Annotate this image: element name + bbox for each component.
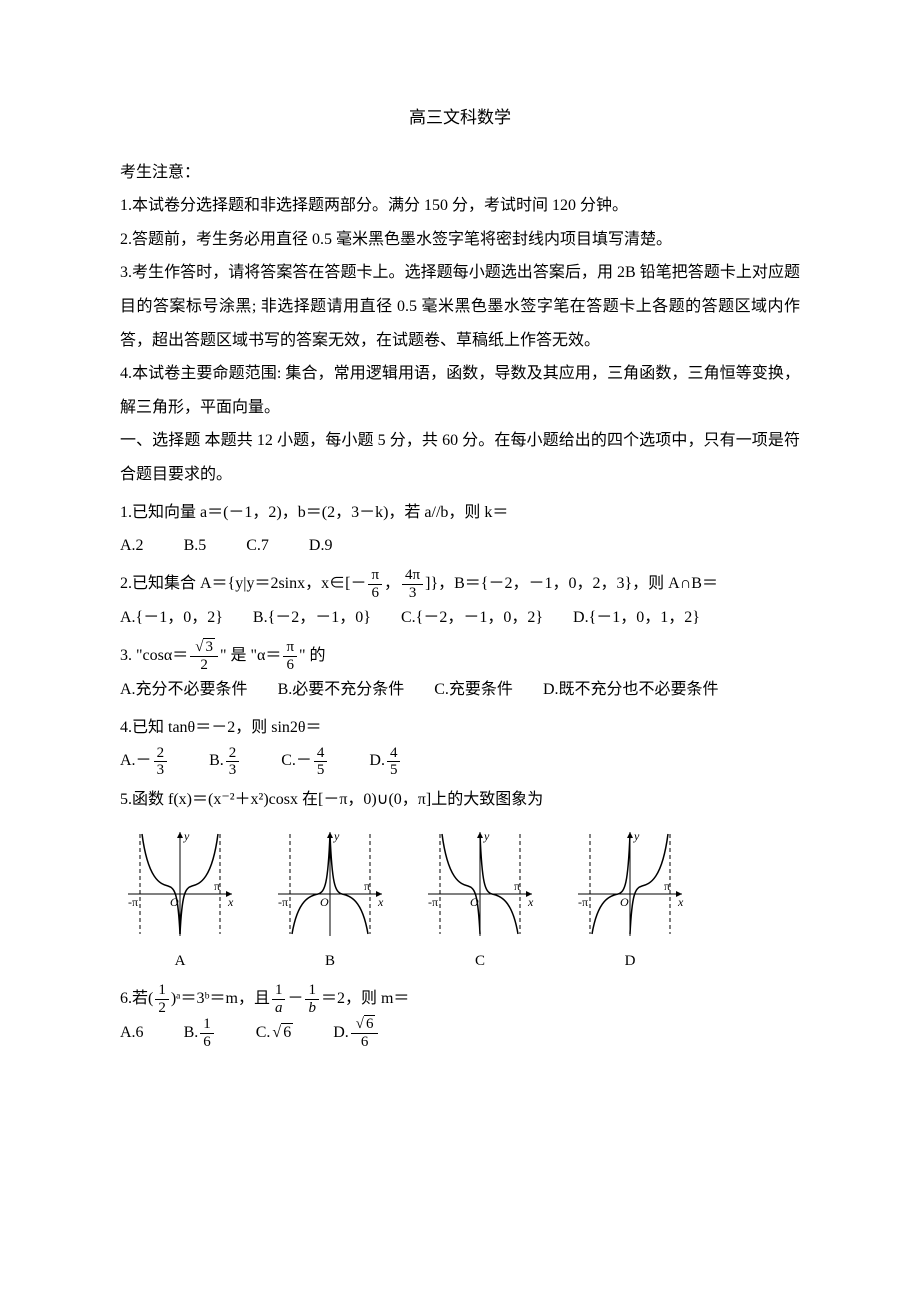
q3-opt-b: B.必要不充分条件: [278, 673, 405, 707]
svg-text:π: π: [514, 879, 520, 893]
question-3: 3. "cosα＝32" 是 "α＝π6" 的 A.充分不必要条件 B.必要不充…: [120, 639, 800, 707]
q6-opt-d: D.66: [333, 1016, 380, 1050]
origin-label: O: [170, 895, 179, 909]
q6-frac-1: 12: [155, 982, 169, 1016]
graph-d-svg: y x -π π O: [570, 824, 690, 944]
question-1: 1.已知向量 a＝(－1，2)，b＝(2，3－k)，若 a//b，则 k＝ A.…: [120, 496, 800, 563]
q6-opt-c: C.6: [256, 1016, 293, 1050]
q5-label-b: B: [270, 946, 390, 978]
axis-y-label: y: [183, 829, 190, 843]
pos-pi-label: π: [214, 879, 220, 893]
q3-options: A.充分不必要条件 B.必要不充分条件 C.充要条件 D.既不充分也不必要条件: [120, 673, 800, 707]
q5-label-c: C: [420, 946, 540, 978]
svg-text:-π: -π: [578, 895, 588, 909]
svg-text:x: x: [527, 895, 534, 909]
q6-opt-a: A.6: [120, 1016, 144, 1050]
notice-2: 2.答题前，考生务必用直径 0.5 毫米黑色墨水签字笔将密封线内项目填写清楚。: [120, 223, 800, 257]
notice-1: 1.本试卷分选择题和非选择题两部分。满分 150 分，考试时间 120 分钟。: [120, 189, 800, 223]
q1-opt-b: B.5: [184, 529, 207, 563]
q6-options: A.6 B.16 C.6 D.66: [120, 1016, 800, 1050]
graph-b-svg: y x -π π O: [270, 824, 390, 944]
notice-4: 4.本试卷主要命题范围: 集合，常用逻辑用语，函数，导数及其应用，三角函数，三角…: [120, 357, 800, 424]
neg-pi-label: -π: [128, 895, 138, 909]
q1-opt-a: A.2: [120, 529, 144, 563]
svg-text:O: O: [470, 895, 479, 909]
q6-stem: 6.若(12)ᵃ＝3ᵇ＝m，且1a－1b＝2，则 m＝: [120, 982, 800, 1016]
q5-graph-c: y x -π π O C: [420, 824, 540, 978]
graph-a-svg: y x -π π O: [120, 824, 240, 944]
q4-opt-b: B.23: [209, 744, 241, 778]
q6-opt-b: B.16: [184, 1016, 216, 1050]
question-6: 6.若(12)ᵃ＝3ᵇ＝m，且1a－1b＝2，则 m＝ A.6 B.16 C.6…: [120, 982, 800, 1051]
q6-text-4: ＝2，则 m＝: [321, 990, 409, 1007]
question-5: 5.函数 f(x)＝(x⁻²＋x²)cosx 在[－π，0)∪(0，π]上的大致…: [120, 783, 800, 978]
q4-options: A.－23 B.23 C.－45 D.45: [120, 744, 800, 778]
q4-opt-d: D.45: [369, 744, 402, 778]
graph-c-svg: y x -π π O: [420, 824, 540, 944]
q4-opt-c: C.－45: [281, 744, 329, 778]
q1-options: A.2 B.5 C.7 D.9: [120, 529, 800, 563]
svg-text:y: y: [483, 829, 490, 843]
page-title: 高三文科数学: [120, 100, 800, 136]
q6-text-3: －: [287, 990, 303, 1007]
q3-opt-c: C.充要条件: [434, 673, 513, 707]
q3-text-1: 3. "cosα＝: [120, 647, 188, 664]
q2-options: A.{－1，0，2} B.{－2，－1，0} C.{－2，－1，0，2} D.{…: [120, 601, 800, 635]
svg-text:π: π: [364, 879, 370, 893]
q2-frac-2: 4π3: [402, 567, 423, 601]
q3-stem: 3. "cosα＝32" 是 "α＝π6" 的: [120, 639, 800, 673]
q3-frac-2: π6: [283, 639, 297, 673]
q1-opt-d: D.9: [309, 529, 333, 563]
q6-text-1: 6.若(: [120, 990, 153, 1007]
q2-stem: 2.已知集合 A＝{y|y＝2sinx，x∈[－π6，4π3]}，B＝{－2，－…: [120, 567, 800, 601]
q2-text-3: ]}，B＝{－2，－1，0，2，3}，则 A∩B＝: [425, 575, 718, 592]
q3-text-3: " 的: [299, 647, 326, 664]
svg-text:x: x: [677, 895, 684, 909]
q2-opt-a: A.{－1，0，2}: [120, 601, 223, 635]
svg-text:-π: -π: [278, 895, 288, 909]
q5-stem: 5.函数 f(x)＝(x⁻²＋x²)cosx 在[－π，0)∪(0，π]上的大致…: [120, 783, 800, 817]
q2-opt-b: B.{－2，－1，0}: [253, 601, 371, 635]
question-4: 4.已知 tanθ＝－2，则 sin2θ＝ A.－23 B.23 C.－45 D…: [120, 711, 800, 779]
q5-graphs: y x -π π O A y x -π π O B: [120, 824, 800, 978]
q2-opt-c: C.{－2，－1，0，2}: [401, 601, 543, 635]
q2-opt-d: D.{－1，0，1，2}: [573, 601, 700, 635]
q3-opt-d: D.既不充分也不必要条件: [543, 673, 719, 707]
q3-text-2: " 是 "α＝: [220, 647, 281, 664]
question-2: 2.已知集合 A＝{y|y＝2sinx，x∈[－π6，4π3]}，B＝{－2，－…: [120, 567, 800, 635]
q3-opt-a: A.充分不必要条件: [120, 673, 248, 707]
svg-text:y: y: [333, 829, 340, 843]
q5-graph-a: y x -π π O A: [120, 824, 240, 978]
q2-text-1: 2.已知集合 A＝{y|y＝2sinx，x∈[－: [120, 575, 366, 592]
q6-frac-2: 1a: [272, 982, 286, 1016]
q5-graph-b: y x -π π O B: [270, 824, 390, 978]
notice-3: 3.考生作答时，请将答案答在答题卡上。选择题每小题选出答案后，用 2B 铅笔把答…: [120, 256, 800, 357]
q4-opt-a: A.－23: [120, 744, 169, 778]
q2-frac-1: π6: [368, 567, 382, 601]
q1-stem: 1.已知向量 a＝(－1，2)，b＝(2，3－k)，若 a//b，则 k＝: [120, 496, 800, 530]
q2-text-2: ，: [384, 575, 400, 592]
svg-text:-π: -π: [428, 895, 438, 909]
svg-text:O: O: [620, 895, 629, 909]
q5-label-a: A: [120, 946, 240, 978]
q6-text-2: )ᵃ＝3ᵇ＝m，且: [171, 990, 270, 1007]
svg-text:x: x: [377, 895, 384, 909]
axis-x-label: x: [227, 895, 234, 909]
q1-opt-c: C.7: [246, 529, 269, 563]
notice-header: 考生注意：: [120, 156, 800, 190]
svg-text:π: π: [664, 879, 670, 893]
q3-frac-1: 32: [190, 639, 218, 673]
section-1-header: 一、选择题 本题共 12 小题，每小题 5 分，共 60 分。在每小题给出的四个…: [120, 424, 800, 491]
q5-label-d: D: [570, 946, 690, 978]
svg-text:O: O: [320, 895, 329, 909]
q5-graph-d: y x -π π O D: [570, 824, 690, 978]
q4-stem: 4.已知 tanθ＝－2，则 sin2θ＝: [120, 711, 800, 745]
q6-frac-3: 1b: [305, 982, 319, 1016]
svg-text:y: y: [633, 829, 640, 843]
